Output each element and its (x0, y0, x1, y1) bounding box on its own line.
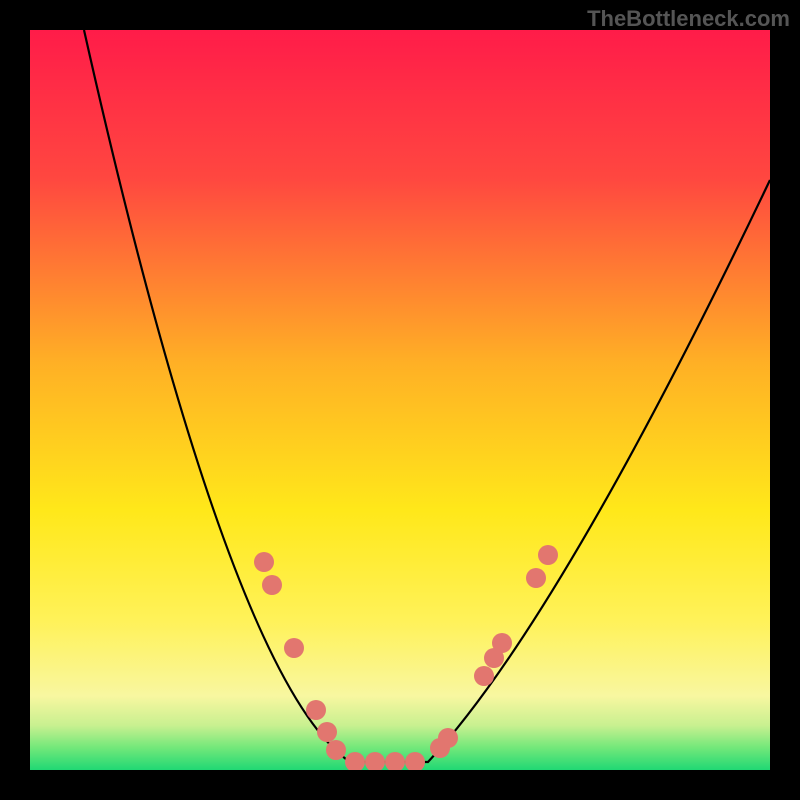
data-dot (326, 740, 346, 760)
data-dot (385, 752, 405, 772)
data-dot (492, 633, 512, 653)
data-dot (405, 752, 425, 772)
watermark-text: TheBottleneck.com (587, 6, 790, 32)
data-dot (306, 700, 326, 720)
data-dot (474, 666, 494, 686)
chart-svg (0, 0, 800, 800)
data-dot (526, 568, 546, 588)
data-dot (317, 722, 337, 742)
data-dot (345, 752, 365, 772)
data-dot (538, 545, 558, 565)
data-dot (365, 752, 385, 772)
data-dot (438, 728, 458, 748)
data-dot (284, 638, 304, 658)
chart-canvas: TheBottleneck.com (0, 0, 800, 800)
data-dot (262, 575, 282, 595)
data-dot (254, 552, 274, 572)
